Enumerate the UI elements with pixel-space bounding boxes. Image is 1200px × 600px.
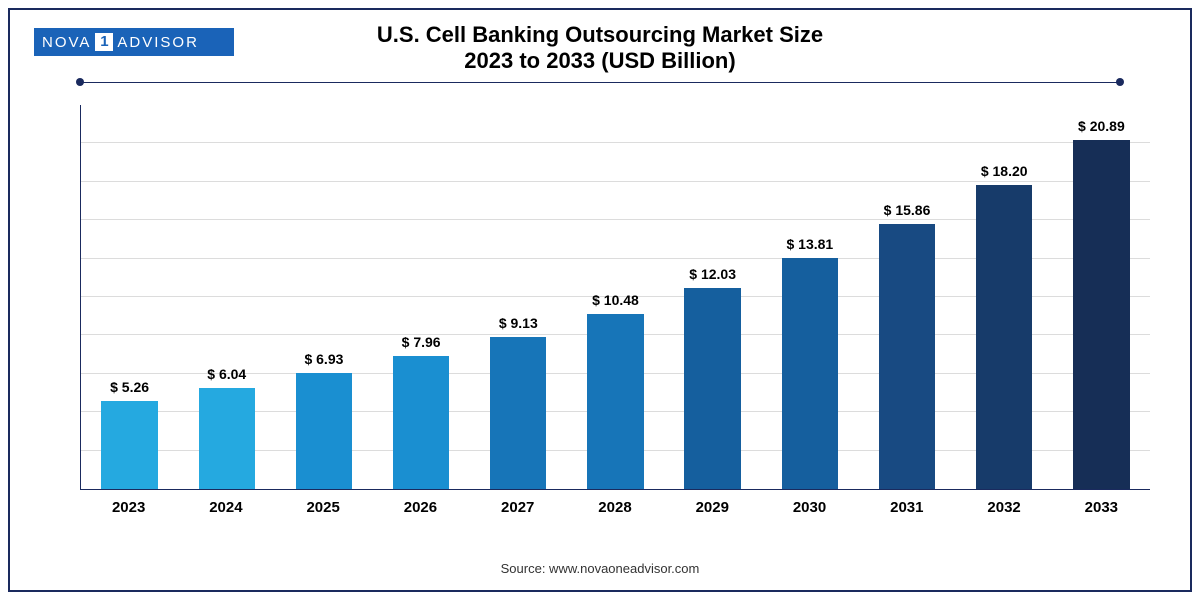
bar: $ 9.13 <box>490 337 546 489</box>
bar-chart: $ 5.26 $ 6.04 $ 6.93 $ 7.96 $ 9.13 $ 10.48 $ 1… <box>80 105 1150 520</box>
bar: $ 5.26 <box>101 401 157 489</box>
x-tick-label: 2023 <box>80 496 177 520</box>
bar-value-label: $ 18.20 <box>976 163 1032 179</box>
bar: $ 13.81 <box>782 258 838 489</box>
bar: $ 10.48 <box>587 314 643 489</box>
bar-value-label: $ 6.04 <box>199 366 255 382</box>
bar: $ 15.86 <box>879 224 935 489</box>
bar-value-label: $ 5.26 <box>101 379 157 395</box>
bar: $ 20.89 <box>1073 140 1129 489</box>
bar-value-label: $ 13.81 <box>782 236 838 252</box>
bar-value-label: $ 15.86 <box>879 202 935 218</box>
bar: $ 18.20 <box>976 185 1032 489</box>
x-tick-label: 2025 <box>275 496 372 520</box>
chart-title-line2: 2023 to 2033 (USD Billion) <box>10 48 1190 74</box>
bar-value-label: $ 20.89 <box>1073 118 1129 134</box>
bar-value-label: $ 12.03 <box>684 266 740 282</box>
x-tick-label: 2030 <box>761 496 858 520</box>
x-tick-label: 2033 <box>1053 496 1150 520</box>
chart-title: U.S. Cell Banking Outsourcing Market Siz… <box>10 22 1190 74</box>
x-tick-label: 2031 <box>858 496 955 520</box>
x-tick-label: 2029 <box>664 496 761 520</box>
title-underline <box>80 82 1120 83</box>
bar-value-label: $ 9.13 <box>490 315 546 331</box>
grid-line <box>81 142 1150 143</box>
plot-area: $ 5.26 $ 6.04 $ 6.93 $ 7.96 $ 9.13 $ 10.48 $ 1… <box>80 105 1150 490</box>
bar-value-label: $ 6.93 <box>296 351 352 367</box>
bar-value-label: $ 10.48 <box>587 292 643 308</box>
bar: $ 6.93 <box>296 373 352 489</box>
bar: $ 7.96 <box>393 356 449 489</box>
x-tick-label: 2027 <box>469 496 566 520</box>
chart-title-line1: U.S. Cell Banking Outsourcing Market Siz… <box>10 22 1190 48</box>
grid-line <box>81 181 1150 182</box>
bar: $ 6.04 <box>199 388 255 489</box>
bar: $ 12.03 <box>684 288 740 489</box>
x-tick-label: 2024 <box>177 496 274 520</box>
x-tick-label: 2028 <box>566 496 663 520</box>
outer-frame: NOVA 1 ADVISOR U.S. Cell Banking Outsour… <box>8 8 1192 592</box>
x-tick-label: 2026 <box>372 496 469 520</box>
source-caption: Source: www.novaoneadvisor.com <box>10 561 1190 576</box>
bar-value-label: $ 7.96 <box>393 334 449 350</box>
x-tick-label: 2032 <box>955 496 1052 520</box>
